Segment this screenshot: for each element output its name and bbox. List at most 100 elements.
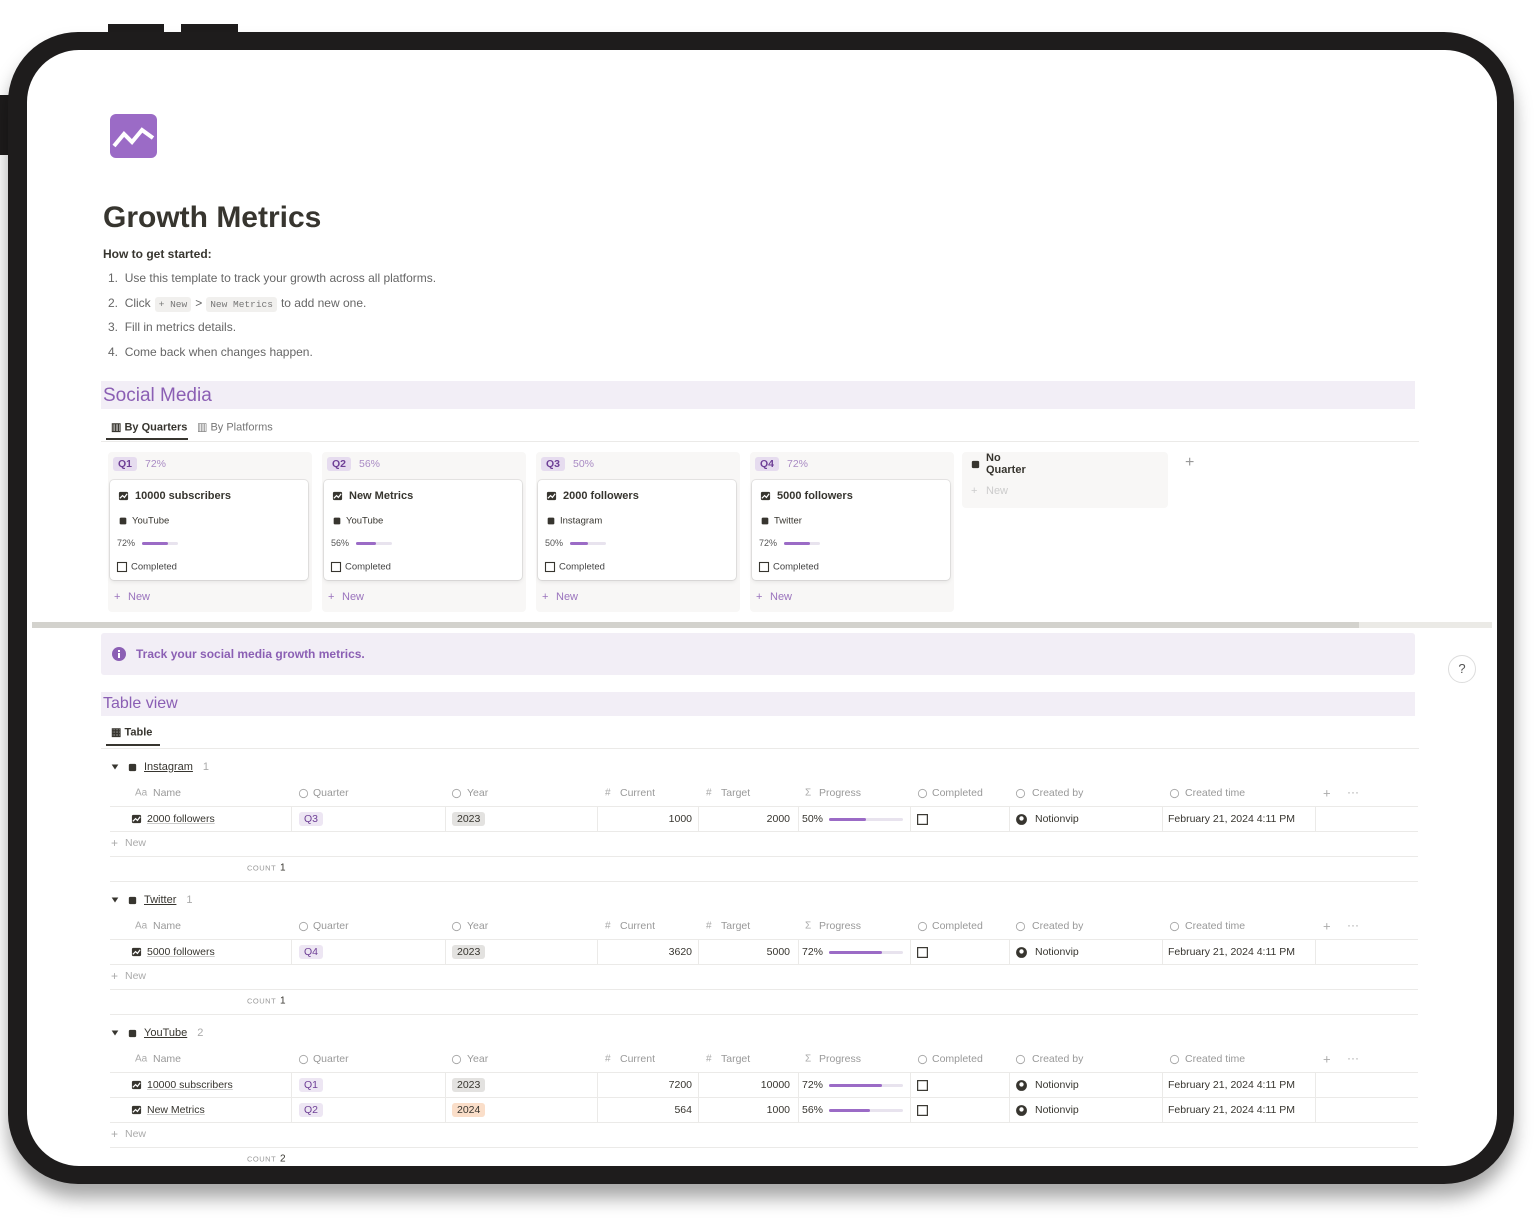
column-header: Year (467, 787, 489, 799)
column-icon: Aa (135, 787, 148, 799)
icon-part (118, 653, 120, 658)
column-label: No Quarter (986, 452, 1026, 476)
created-by: Notionvip (1035, 946, 1079, 958)
icon (131, 947, 142, 956)
icon-part (917, 946, 928, 958)
board-column (962, 452, 1168, 508)
icon-part (116, 561, 128, 573)
icon (298, 1054, 309, 1064)
progress-fill (356, 541, 377, 545)
icon (1015, 788, 1026, 798)
icon[interactable] (916, 1104, 929, 1117)
cell-divider (910, 940, 911, 965)
column-header: Current (620, 1053, 656, 1065)
cell-divider (291, 1098, 292, 1123)
new-label[interactable]: New (556, 591, 579, 603)
group-name: Twitter (144, 894, 177, 906)
icon-part (132, 1106, 141, 1113)
icon (330, 561, 342, 573)
new-label[interactable]: New (128, 591, 151, 603)
cell-divider (597, 1098, 598, 1123)
created-time: February 21, 2024 4:11 PM (1168, 946, 1296, 958)
cell-divider (445, 1073, 446, 1098)
cell-divider (798, 1073, 799, 1098)
progress-fill (784, 541, 810, 545)
icon (758, 561, 770, 573)
tab-label: By Quarters (124, 421, 188, 434)
column-header: Completed (932, 1053, 983, 1065)
column-header: Quarter (313, 920, 349, 932)
new-button: + (111, 969, 119, 983)
target-value: 10000 (760, 1079, 790, 1091)
new-button[interactable]: + (756, 591, 763, 603)
card-progress: 50% (545, 538, 564, 548)
icon (1016, 1104, 1027, 1116)
scrollbar-thumb[interactable] (32, 622, 1359, 628)
icon (128, 763, 137, 771)
icon-part (451, 1054, 462, 1064)
card-name: 5000 followers (777, 490, 853, 502)
icon (917, 921, 928, 931)
view-tab[interactable]: ▥ By Quarters (111, 421, 188, 434)
card-name: 10000 subscribers (135, 490, 232, 502)
new-label[interactable]: New (125, 970, 147, 982)
group-header[interactable]: Instagram 1 (144, 761, 209, 773)
cell-divider (597, 1073, 598, 1098)
card-name: 2000 followers (563, 490, 639, 502)
card[interactable] (110, 480, 308, 580)
cell-divider (910, 1098, 911, 1123)
row-divider (110, 856, 1418, 857)
card-platform: Twitter (774, 515, 802, 527)
icon (111, 1030, 119, 1036)
group-header[interactable]: Twitter 1 (144, 894, 193, 906)
count-value: 1 (280, 862, 286, 874)
cell-divider (445, 1098, 446, 1123)
cell-divider (910, 807, 911, 832)
group-header[interactable]: YouTube 2 (144, 1027, 203, 1039)
icon (760, 491, 771, 500)
icon-part (1019, 948, 1024, 954)
target-value: 5000 (766, 946, 790, 958)
new-label[interactable]: New (125, 1128, 147, 1140)
step-text: Use this template to track your growth a… (124, 271, 437, 285)
column-header: Progress (819, 920, 862, 932)
new-label[interactable]: New (342, 591, 365, 603)
card[interactable] (538, 480, 736, 580)
cell-divider (798, 1098, 799, 1123)
new-button[interactable]: + (328, 591, 335, 603)
new-label[interactable]: New (125, 837, 147, 849)
column-icon: Aa (135, 1053, 148, 1065)
column-header: Target (721, 920, 751, 932)
icon[interactable] (916, 813, 929, 826)
icon-part (119, 517, 127, 525)
card-platform: YouTube (346, 515, 384, 527)
icon[interactable] (916, 1079, 929, 1092)
icon-part (917, 1079, 928, 1091)
icon[interactable] (916, 946, 929, 959)
column-header: Current (620, 920, 656, 932)
view-tab[interactable]: ▥ By Platforms (197, 421, 273, 434)
count-label: COUNT (247, 863, 277, 873)
step: 3. Fill in metrics details. (108, 320, 236, 334)
cell-divider (698, 1073, 699, 1098)
new-label[interactable]: New (986, 485, 1009, 497)
card[interactable] (324, 480, 522, 580)
column-header: Quarter (313, 1053, 349, 1065)
view-tab[interactable]: ▦ Table (111, 726, 153, 739)
tab-label: Table (124, 726, 153, 739)
card[interactable] (752, 480, 950, 580)
new-button[interactable]: + (971, 485, 978, 497)
icon-part (132, 1081, 141, 1088)
help-button[interactable]: ? (1448, 655, 1476, 683)
step: 2. Click + New > New Metrics to add new one. (108, 296, 366, 312)
icon (298, 921, 309, 931)
add-group[interactable]: + (1185, 454, 1195, 471)
icon-part (132, 815, 141, 822)
screen: Growth Metrics How to get started: 1. Us… (27, 50, 1497, 1166)
progress-fill (570, 541, 588, 545)
new-button[interactable]: + (114, 591, 121, 603)
new-label[interactable]: New (770, 591, 793, 603)
new-button[interactable]: + (542, 591, 549, 603)
column-percent: 56% (359, 458, 381, 470)
cell-divider (1009, 1073, 1010, 1098)
